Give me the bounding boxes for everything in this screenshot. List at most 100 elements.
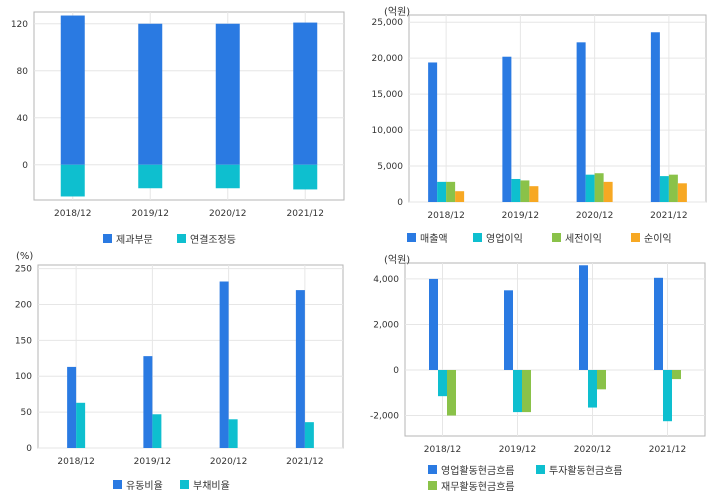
bar-series-0 <box>219 281 229 448</box>
legend-swatch <box>536 465 545 474</box>
legend-item[interactable]: 유동비율 <box>113 477 163 492</box>
chart-svg: 0 40 80 120 2018/12 2019/12 2020/12 2021/12 <box>11 11 345 219</box>
y-unit-label: (%) <box>16 251 34 262</box>
legend-item[interactable]: 투자활동현금흐름 <box>536 462 623 477</box>
x-tick-label: 2020/12 <box>574 445 611 455</box>
bar-series-2 <box>520 180 530 202</box>
bar-series-1 <box>588 369 597 408</box>
y-tick-label: 4,000 <box>373 275 399 285</box>
bar-series-1 <box>513 369 522 413</box>
legend-label: 영업활동현금흐름 <box>441 466 515 477</box>
y-tick-label: -2,000 <box>370 412 399 422</box>
y-unit-label: (억원) <box>384 255 411 266</box>
bar-secondary <box>215 164 240 189</box>
legend-swatch <box>113 480 122 489</box>
plot-frame <box>408 14 707 203</box>
legend-label: 재무활동현금흐름 <box>441 482 515 493</box>
legend-label: 매출액 <box>420 234 448 245</box>
y-tick-label: 2,000 <box>373 320 399 330</box>
bar-series-0 <box>504 290 513 370</box>
x-tick-label: 2019/12 <box>132 209 169 219</box>
y-tick-label: 200 <box>15 300 32 310</box>
bar-series-1 <box>152 414 162 448</box>
y-tick-label: 5,000 <box>377 162 403 172</box>
y-tick-label: 15,000 <box>372 90 404 100</box>
chart-svg: 0 50 100 150 200 250 2018/12 2019/12 2020/12 2021… <box>15 264 344 467</box>
y-tick-label: 25,000 <box>372 18 404 28</box>
x-tick-label: 2021/12 <box>286 457 323 467</box>
x-tick-label: 2018/12 <box>54 209 91 219</box>
legend-swatch <box>631 233 640 242</box>
legend-item[interactable]: 영업이익 <box>473 230 523 245</box>
bar-series-1 <box>511 178 521 202</box>
bar-series-1 <box>585 174 595 202</box>
x-tick-label: 2020/12 <box>209 209 246 219</box>
legend-swatch <box>407 233 416 242</box>
legend-swatch <box>177 234 186 243</box>
bar-primary <box>138 23 163 165</box>
bar-secondary <box>138 164 163 189</box>
bar-series-2 <box>668 174 678 202</box>
y-tick-label: 80 <box>17 67 29 77</box>
x-tick-label: 2019/12 <box>134 457 171 467</box>
bar-series-2 <box>522 369 531 413</box>
legend-label: 영업이익 <box>486 234 523 245</box>
bar-series-0 <box>428 62 438 202</box>
plot-frame <box>37 264 344 449</box>
chart-ratios: 0 50 100 150 200 250 2018/12 2019/12 2020/12 2021… <box>0 248 360 496</box>
chart-cashflow: -2,000 0 2,000 4,000 2018/12 2019/12 2020/12 20… <box>360 248 720 496</box>
legend-item[interactable]: 연결조정등 <box>177 231 236 246</box>
y-tick-label: 40 <box>17 114 29 124</box>
bar-series-1 <box>659 176 669 202</box>
legend-label: 부채비율 <box>193 481 230 492</box>
legend-item[interactable]: 매출액 <box>407 230 448 245</box>
legend-label: 연결조정등 <box>190 235 236 246</box>
bar-series-2 <box>446 181 456 202</box>
x-tick-label: 2019/12 <box>502 211 539 221</box>
bar-series-2 <box>447 369 456 416</box>
x-tick-label: 2021/12 <box>287 209 324 219</box>
legend-item[interactable]: 제과부문 <box>103 231 153 246</box>
legend-item[interactable]: 순이익 <box>631 230 672 245</box>
chart-segment-sales: 0 40 80 120 2018/12 2019/12 2020/12 2021/12 <box>0 0 360 248</box>
legend-label: 유동비율 <box>126 481 163 492</box>
y-tick-label: 150 <box>15 336 32 346</box>
bar-series-0 <box>502 56 512 202</box>
bar-series-0 <box>429 278 438 370</box>
legend-label: 제과부문 <box>116 235 153 246</box>
legend-item[interactable]: 영업활동현금흐름 <box>428 462 515 477</box>
x-tick-label: 2019/12 <box>499 445 536 455</box>
x-tick-label: 2018/12 <box>57 457 94 467</box>
bar-series-1 <box>663 369 672 422</box>
x-tick-label: 2020/12 <box>210 457 247 467</box>
y-tick-label: 0 <box>393 366 399 376</box>
bar-series-1 <box>76 402 86 448</box>
x-tick-label: 2018/12 <box>427 211 464 221</box>
bar-series-3 <box>603 181 613 202</box>
bar-series-1 <box>437 181 447 202</box>
y-tick-label: 250 <box>15 265 32 275</box>
bar-series-1 <box>228 419 238 448</box>
bar-primary <box>60 15 85 165</box>
bar-series-2 <box>597 369 606 390</box>
chart-income: 0 5,000 10,000 15,000 20,000 25,000 2018/12 201… <box>360 0 720 248</box>
legend-item[interactable]: 부채비율 <box>180 477 230 492</box>
bar-series-0 <box>576 42 586 203</box>
bar-series-0 <box>579 265 588 370</box>
legend-swatch <box>473 233 482 242</box>
y-tick-label: 0 <box>22 161 28 171</box>
y-tick-label: 120 <box>11 20 28 30</box>
bar-series-2 <box>594 173 604 202</box>
x-tick-label: 2021/12 <box>650 211 687 221</box>
plot-frame <box>33 11 345 201</box>
legend-label: 세전이익 <box>565 234 602 245</box>
x-tick-label: 2020/12 <box>576 211 613 221</box>
y-tick-label: 10,000 <box>372 126 404 136</box>
legend-item[interactable]: 세전이익 <box>552 230 602 245</box>
bar-series-3 <box>455 191 465 202</box>
legend-swatch <box>180 480 189 489</box>
legend-item[interactable]: 재무활동현금흐름 <box>428 478 515 493</box>
y-tick-label: 20,000 <box>372 54 404 64</box>
chart-svg: 0 5,000 10,000 15,000 20,000 25,000 2018/12 201… <box>372 14 707 221</box>
legend-label: 순이익 <box>644 234 672 245</box>
